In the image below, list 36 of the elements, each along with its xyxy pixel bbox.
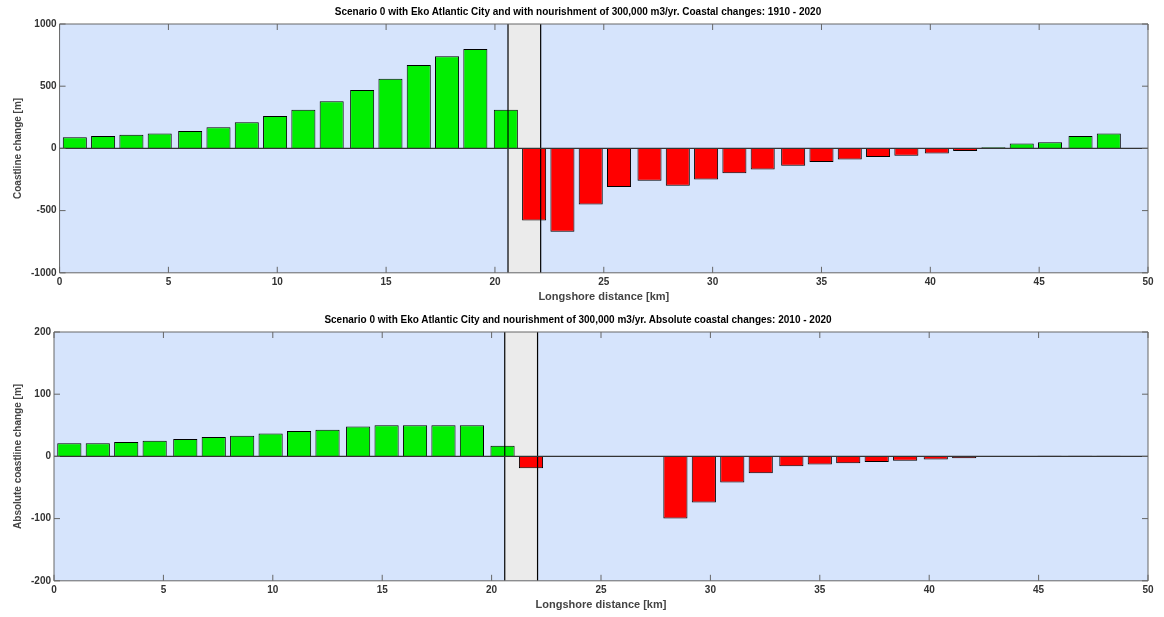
- y-tick-label: 100: [34, 387, 52, 399]
- x-tick-label: 40: [923, 583, 936, 595]
- x-tick-label: 45: [1033, 583, 1045, 595]
- y-tick-label: 200: [34, 325, 52, 337]
- x-axis-title: Longshore distance [km]: [538, 290, 670, 303]
- x-tick-label: 5: [160, 583, 167, 595]
- x-tick-label: 45: [1033, 275, 1046, 287]
- x-tick-label: 10: [271, 275, 284, 287]
- x-tick-label: 15: [376, 583, 389, 595]
- chart-title: Scenario 0 with Eko Atlantic City and nourishment of 300,000 m3/yr. Absolute coastal changes: 2010 - 2020: [324, 313, 833, 325]
- y-axis-title: Coastline change [m]: [11, 97, 23, 199]
- y-tick-label: 0: [45, 450, 52, 462]
- chart-title: Scenario 0 with Eko Atlantic City and with nourishment of 300,000 m3/yr. Coastal changes: 1910 - 2020: [334, 5, 822, 17]
- x-tick-label: 35: [814, 583, 826, 595]
- x-tick-label: 35: [815, 275, 828, 287]
- y-tick-label: -100: [31, 512, 52, 524]
- x-tick-label: 20: [489, 275, 501, 287]
- y-tick-label: 1000: [34, 17, 58, 29]
- x-tick-label: 25: [598, 275, 610, 287]
- y-tick-label: -200: [31, 574, 52, 586]
- y-tick-label: -1000: [31, 266, 58, 278]
- y-tick-label: 500: [39, 79, 58, 91]
- y-tick-label: 0: [51, 142, 58, 154]
- x-axis-title: Longshore distance [km]: [535, 598, 667, 611]
- x-tick-label: 50: [1142, 275, 1154, 287]
- x-tick-label: 15: [380, 275, 393, 287]
- x-tick-label: 20: [486, 583, 498, 595]
- x-tick-label: 30: [707, 275, 719, 287]
- y-axis-title: Absolute coastline change [m]: [11, 383, 23, 529]
- x-tick-label: 50: [1142, 583, 1154, 595]
- y-tick-label: -500: [36, 204, 58, 216]
- x-tick-label: 40: [924, 275, 937, 287]
- x-tick-label: 10: [267, 583, 279, 595]
- x-tick-label: 30: [704, 583, 717, 595]
- x-tick-label: 25: [595, 583, 608, 595]
- x-tick-label: 5: [165, 275, 172, 287]
